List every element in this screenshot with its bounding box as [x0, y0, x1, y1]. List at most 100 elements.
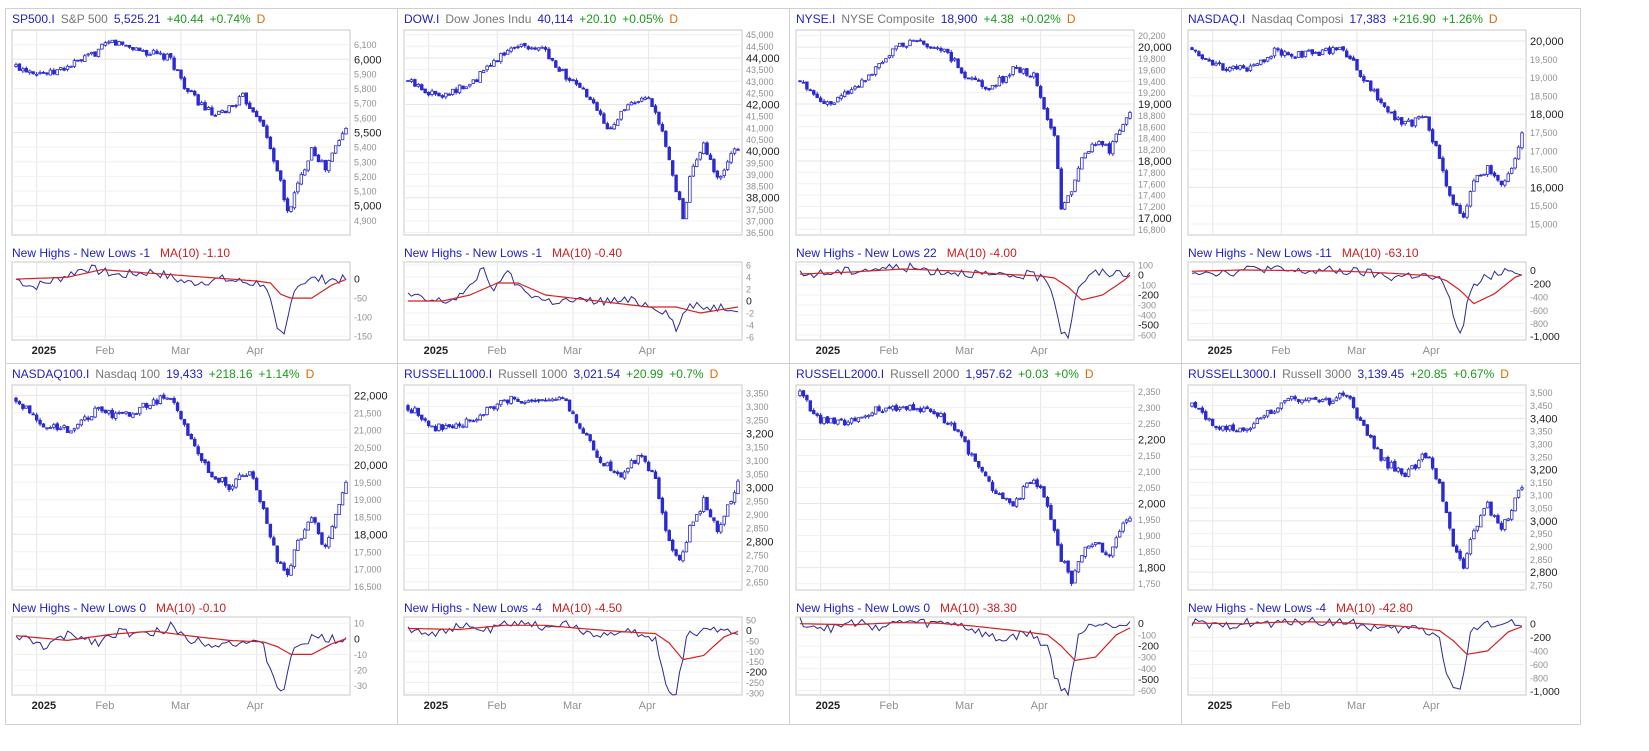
chart-svg[interactable]: 6,100 5,900 5,800 5,700 5,600 5,400 5,300 5,200… — [6, 9, 405, 370]
x-tick-label: Feb — [1271, 345, 1290, 357]
x-tick-label: Feb — [879, 345, 898, 357]
x-tick-label: 2025 — [424, 700, 448, 712]
candle-body — [1241, 427, 1246, 431]
candle-body — [52, 69, 56, 75]
chart-panel[interactable]: 3,350 3,300 3,250 3,150 3,100 3,050 2,950 2,900… — [397, 363, 797, 725]
period-badge[interactable]: D — [1066, 12, 1076, 26]
candle-body — [162, 53, 166, 60]
candle-body — [230, 485, 235, 490]
candle-body — [605, 123, 610, 130]
candle-body — [162, 394, 166, 399]
candle-body — [829, 417, 833, 424]
osc-tick-label: -100 — [354, 313, 372, 323]
nhnl-label: New Highs - New Lows 0 — [12, 601, 147, 615]
y-tick-label: 2,800 — [1530, 567, 1558, 579]
candle-body — [1276, 407, 1280, 413]
chart-svg[interactable]: 21,500 21,000 20,500 19,500 19,000 18,500 17,5… — [6, 364, 405, 725]
ticker-symbol[interactable]: DOW.I — [404, 12, 440, 26]
y-tick-label: 3,300 — [746, 402, 769, 412]
ma-label: MA(10) -0.10 — [156, 601, 227, 615]
candle-body — [732, 492, 737, 503]
ticker-symbol[interactable]: RUSSELL3000.I — [1188, 367, 1277, 381]
period-badge[interactable]: D — [305, 367, 315, 381]
chart-panel[interactable]: 45,000 44,500 43,500 43,000 42,500 41,500 41,0… — [397, 8, 797, 370]
candle-body — [1004, 76, 1008, 83]
candle-body — [124, 411, 128, 414]
candle-body — [265, 507, 269, 524]
candle-body — [1279, 402, 1284, 409]
candle-body — [691, 165, 696, 177]
ticker-symbol[interactable]: NASDAQ.I — [1188, 12, 1246, 26]
candle-body — [1293, 396, 1297, 400]
candle-body — [17, 401, 22, 405]
period-badge[interactable]: D — [256, 12, 266, 26]
ticker-symbol[interactable]: NASDAQ100.I — [12, 367, 90, 381]
ticker-symbol[interactable]: NYSE.I — [796, 12, 836, 26]
candle-body — [832, 417, 837, 424]
period-badge[interactable]: D — [1500, 367, 1509, 381]
period-badge[interactable]: D — [1488, 12, 1498, 26]
candle-body — [1042, 97, 1046, 110]
candle-body — [1283, 51, 1287, 56]
candle-body — [626, 467, 630, 473]
candle-body — [839, 95, 843, 99]
candle-body — [1365, 80, 1370, 82]
osc-tick-label: -50 — [354, 294, 367, 304]
candle-body — [38, 72, 42, 75]
indicator-header: New Highs - New Lows -4 MA(10) -4.50 — [404, 601, 622, 615]
period-badge[interactable]: D — [709, 367, 719, 381]
candle-body — [952, 422, 957, 431]
candle-body — [598, 457, 603, 463]
chart-svg[interactable]: 3,350 3,300 3,250 3,150 3,100 3,050 2,950 2,900… — [398, 364, 797, 725]
candle-body — [1482, 173, 1486, 176]
candle-body — [127, 411, 132, 417]
x-tick-label: Feb — [95, 700, 114, 712]
chart-panel[interactable]: 20,200 19,800 19,600 19,400 19,200 18,800 18,6… — [789, 8, 1189, 370]
period-badge[interactable]: D — [669, 12, 678, 26]
candle-body — [526, 46, 531, 50]
candle-body — [660, 497, 665, 514]
candle-body — [131, 413, 135, 418]
y-tick-label: 2,750 — [746, 550, 769, 560]
candle-body — [76, 59, 80, 62]
ticker-symbol[interactable]: RUSSELL1000.I — [404, 367, 493, 381]
candle-body — [1485, 501, 1490, 509]
candle-body — [1506, 173, 1510, 182]
candle-body — [612, 124, 616, 130]
candle-body — [413, 407, 417, 414]
y-tick-label: 5,000 — [354, 201, 382, 213]
candle-body — [1389, 111, 1394, 114]
candle-body — [120, 411, 125, 414]
chart-panel[interactable]: 3,500 3,450 3,350 3,300 3,250 3,150 3,100 3,050… — [1181, 363, 1581, 725]
candle-body — [994, 85, 998, 87]
chart-svg[interactable]: 3,500 3,450 3,350 3,300 3,250 3,150 3,100 3,050… — [1182, 364, 1581, 725]
candle-body — [261, 119, 266, 127]
chart-panel[interactable]: 2,350 2,300 2,250 2,150 2,100 2,050 1,950 1,900… — [789, 363, 1189, 725]
chart-panel[interactable]: 6,100 5,900 5,800 5,700 5,600 5,400 5,300 5,200… — [5, 8, 405, 370]
candle-body — [1214, 62, 1218, 66]
candle-body — [206, 107, 211, 110]
candle-body — [567, 399, 572, 412]
candle-body — [69, 430, 73, 434]
ticker-symbol[interactable]: SP500.I — [12, 12, 55, 26]
candle-body — [1379, 448, 1383, 461]
candle-body — [928, 46, 933, 49]
chart-svg[interactable]: 19,500 19,000 18,500 17,500 17,000 16,500 15,5… — [1182, 9, 1581, 370]
ticker-symbol[interactable]: RUSSELL2000.I — [796, 367, 885, 381]
candle-body — [344, 481, 348, 494]
candle-body — [1200, 407, 1205, 413]
period-badge[interactable]: D — [1084, 367, 1094, 381]
chart-svg[interactable]: 2,350 2,300 2,250 2,150 2,100 2,050 1,950 1,900… — [790, 364, 1189, 725]
x-tick-label: Mar — [171, 700, 190, 712]
candle-body — [499, 53, 503, 62]
candle-body — [1358, 70, 1363, 77]
candle-body — [1035, 479, 1039, 487]
chart-panel[interactable]: 21,500 21,000 20,500 19,500 19,000 18,500 17,5… — [5, 363, 405, 725]
candle-body — [1489, 165, 1493, 175]
chart-panel[interactable]: 19,500 19,000 18,500 17,500 17,000 16,500 15,5… — [1181, 8, 1581, 370]
candle-body — [805, 395, 809, 401]
candle-body — [1045, 108, 1050, 121]
osc-tick-label: -300 — [1138, 653, 1156, 663]
